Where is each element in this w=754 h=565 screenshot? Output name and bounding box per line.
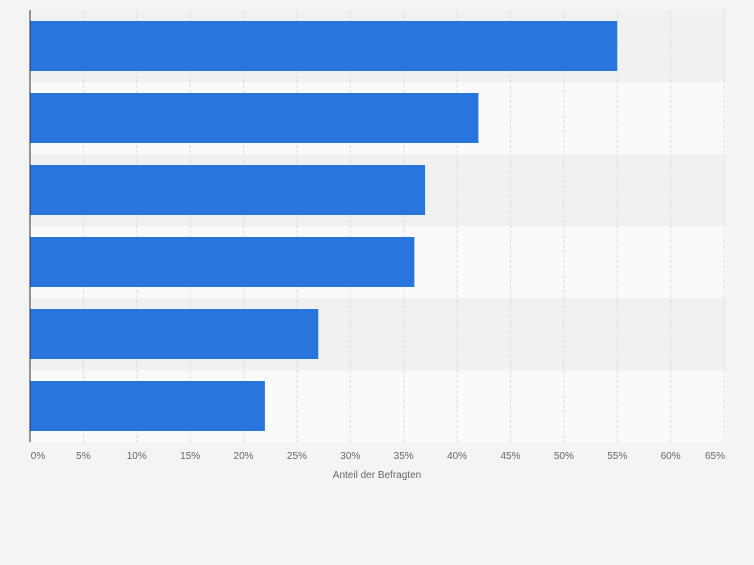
x-tick-label: 65%	[705, 451, 725, 462]
row-bands	[30, 10, 726, 442]
gridlines	[82, 10, 725, 442]
x-tick-label: 45%	[500, 451, 520, 462]
x-tick-label: 55%	[607, 451, 627, 462]
x-tick-label: 25%	[287, 451, 307, 462]
x-tick-label: 0%	[31, 451, 46, 462]
bar	[30, 381, 265, 431]
x-tick-label: 30%	[340, 451, 360, 462]
bar	[30, 165, 426, 215]
x-tick-label: 50%	[554, 451, 574, 462]
x-tick-label: 15%	[180, 451, 200, 462]
x-tick-label: 20%	[234, 451, 254, 462]
x-tick-label: 10%	[127, 451, 147, 462]
x-tick-label: 35%	[394, 451, 414, 462]
x-axis-title: Anteil der Befragten	[333, 470, 421, 481]
bar	[30, 93, 479, 143]
x-tick-label: 5%	[76, 451, 91, 462]
bar	[30, 309, 319, 359]
x-tick-labels: 0% 5% 10% 15% 20% 25% 30% 35% 40% 45% 50% 55% 60% 65%	[31, 451, 725, 462]
bars	[30, 21, 618, 431]
bar	[30, 21, 618, 71]
bar	[30, 237, 415, 287]
x-tick-label: 40%	[447, 451, 467, 462]
x-tick-label: 60%	[661, 451, 681, 462]
